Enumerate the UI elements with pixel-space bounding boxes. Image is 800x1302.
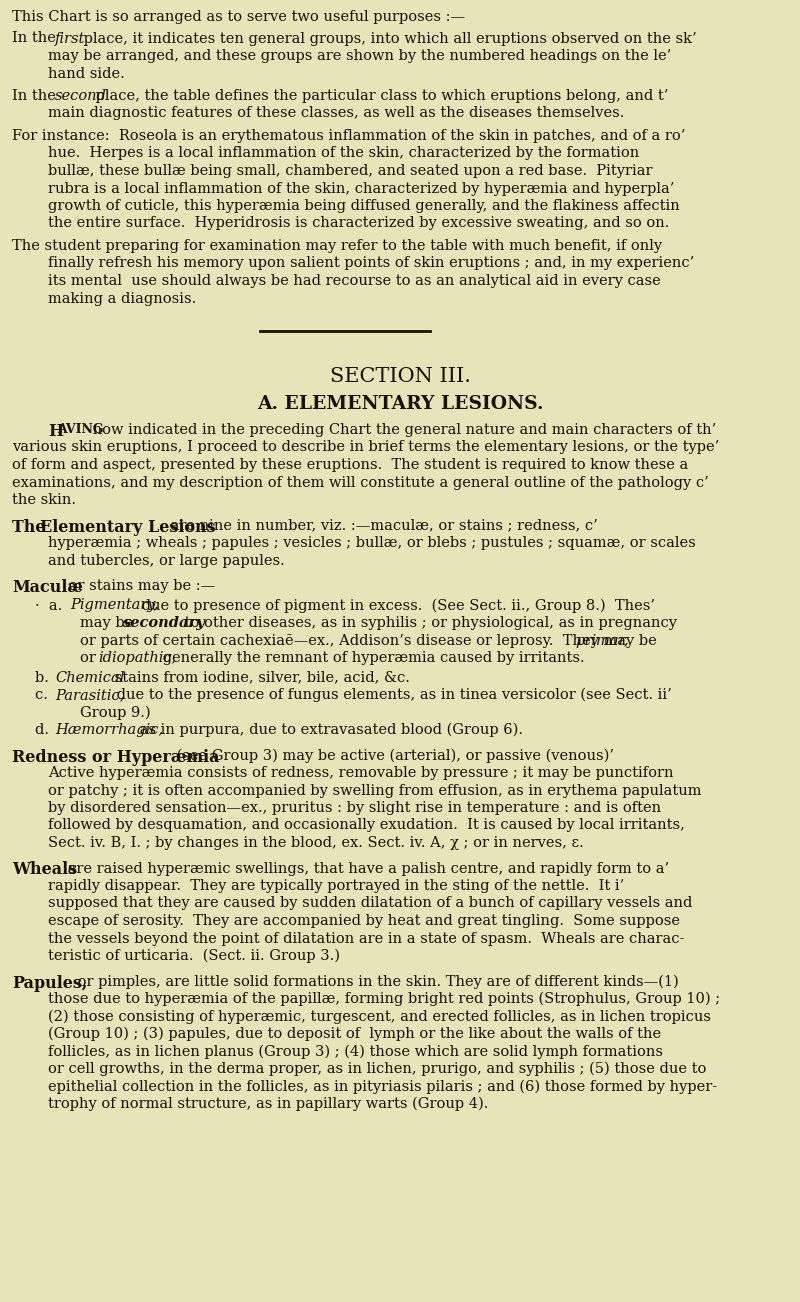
Text: escape of serosity.  They are accompanied by heat and great tingling.  Some supp: escape of serosity. They are accompanied… — [48, 914, 683, 928]
Text: The: The — [12, 518, 51, 535]
Text: followed by desquamation, and occasionally exudation.  It is caused by local irr: followed by desquamation, and occasional… — [48, 819, 685, 832]
Text: (see Group 3) may be active (arterial), or passive (venous)’: (see Group 3) may be active (arterial), … — [172, 749, 614, 763]
Text: are raised hyperæmic swellings, that have a palish centre, and rapidly form to a: are raised hyperæmic swellings, that hav… — [63, 862, 669, 875]
Text: first: first — [55, 31, 86, 46]
Text: the vessels beyond the point of dilatation are in a state of spasm.  Wheals are : the vessels beyond the point of dilatati… — [48, 931, 684, 945]
Text: Active hyperæmia consists of redness, removable by pressure ; it may be punctifo: Active hyperæmia consists of redness, re… — [48, 766, 674, 780]
Text: (2) those consisting of hyperæmic, turgescent, and erected follicles, as in lich: (2) those consisting of hyperæmic, turge… — [48, 1009, 711, 1023]
Text: idiopathic,: idiopathic, — [98, 651, 176, 665]
Text: stains from iodine, silver, bile, acid, &c.: stains from iodine, silver, bile, acid, … — [110, 671, 410, 685]
Text: due to the presence of fungus elements, as in tinea versicolor (see Sect. ii’: due to the presence of fungus elements, … — [112, 687, 672, 702]
Text: the skin.: the skin. — [12, 493, 76, 506]
Text: Maculæ: Maculæ — [12, 579, 83, 596]
Text: or cell growths, in the derma proper, as in lichen, prurigo, and syphilis ; (5) : or cell growths, in the derma proper, as… — [48, 1062, 706, 1077]
Text: examinations, and my description of them will constitute a general outline of th: examinations, and my description of them… — [12, 475, 709, 490]
Text: The student preparing for examination may refer to the table with much benefit, : The student preparing for examination ma… — [12, 240, 665, 253]
Text: finally refresh his memory upon salient points of skin eruptions ; and, in my ex: finally refresh his memory upon salient … — [48, 256, 694, 271]
Text: as in purpura, due to extravasated blood (Group 6).: as in purpura, due to extravasated blood… — [135, 723, 523, 737]
Text: hyperæmia ; wheals ; papules ; vesicles ; bullæ, or blebs ; pustules ; squamæ, o: hyperæmia ; wheals ; papules ; vesicles … — [48, 536, 698, 549]
Text: second: second — [55, 89, 107, 103]
Text: AVING: AVING — [57, 423, 103, 436]
Text: b.: b. — [35, 671, 54, 685]
Text: Elementary Lesions: Elementary Lesions — [40, 518, 216, 535]
Text: generally the remnant of hyperæmia caused by irritants.: generally the remnant of hyperæmia cause… — [158, 651, 585, 665]
Text: of form and aspect, presented by these eruptions.  The student is required to kn: of form and aspect, presented by these e… — [12, 458, 691, 473]
Text: main diagnostic features of these classes, as well as the diseases themselves.: main diagnostic features of these classe… — [48, 107, 624, 121]
Text: may be: may be — [80, 616, 138, 630]
Text: trophy of normal structure, as in papillary warts (Group 4).: trophy of normal structure, as in papill… — [48, 1098, 488, 1112]
Text: primar,: primar, — [575, 634, 629, 647]
Text: In the: In the — [12, 31, 61, 46]
Text: or pimples, are little solid formations in the skin. They are of different kinds: or pimples, are little solid formations … — [73, 974, 678, 990]
Text: (Group 10) ; (3) papules, due to deposit of  lymph or the like about the walls o: (Group 10) ; (3) papules, due to deposit… — [48, 1027, 661, 1042]
Text: This Chart is so arranged as to serve two useful purposes :—: This Chart is so arranged as to serve tw… — [12, 10, 465, 23]
Text: those due to hyperæmia of the papillæ, forming bright red points (Strophulus, Gr: those due to hyperæmia of the papillæ, f… — [48, 992, 720, 1006]
Text: Redness or Hyperæmia: Redness or Hyperæmia — [12, 749, 219, 766]
Text: A. ELEMENTARY LESIONS.: A. ELEMENTARY LESIONS. — [257, 395, 543, 413]
Text: teristic of urticaria.  (Sect. ii. Group 3.): teristic of urticaria. (Sect. ii. Group … — [48, 949, 340, 963]
Text: are nine in number, viz. :—maculæ, or stains ; redness, c’: are nine in number, viz. :—maculæ, or st… — [166, 518, 598, 533]
Text: rubra is a local inflammation of the skin, characterized by hyperæmia and hyperp: rubra is a local inflammation of the ski… — [48, 181, 674, 195]
Text: place, the table defines the particular class to which eruptions belong, and t’: place, the table defines the particular … — [91, 89, 668, 103]
Text: to other diseases, as in syphilis ; or physiological, as in pregnancy: to other diseases, as in syphilis ; or p… — [180, 616, 680, 630]
Text: place, it indicates ten general groups, into which all eruptions observed on the: place, it indicates ten general groups, … — [79, 31, 697, 46]
Text: Pigmentary,: Pigmentary, — [70, 599, 158, 612]
Text: or: or — [80, 651, 101, 665]
Text: making a diagnosis.: making a diagnosis. — [48, 292, 196, 306]
Text: In the: In the — [12, 89, 61, 103]
Text: hand side.: hand side. — [48, 66, 125, 81]
Text: Papules,: Papules, — [12, 974, 87, 992]
Text: and tubercles, or large papules.: and tubercles, or large papules. — [48, 553, 285, 568]
Text: d.: d. — [35, 723, 54, 737]
Text: its mental  use should always be had recourse to as an analytical aid in every c: its mental use should always be had reco… — [48, 273, 664, 288]
Text: For instance:  Roseola is an erythematous inflammation of the skin in patches, a: For instance: Roseola is an erythematous… — [12, 129, 686, 143]
Text: Chemical: Chemical — [55, 671, 124, 685]
Text: or patchy ; it is often accompanied by swelling from effusion, as in erythema pa: or patchy ; it is often accompanied by s… — [48, 784, 704, 798]
Text: by disordered sensation—ex., pruritus : by slight rise in temperature : and is o: by disordered sensation—ex., pruritus : … — [48, 801, 661, 815]
Text: secondary: secondary — [122, 616, 205, 630]
Text: Wheals: Wheals — [12, 862, 77, 879]
Text: supposed that they are caused by sudden dilatation of a bunch of capillary vesse: supposed that they are caused by sudden … — [48, 897, 692, 910]
Text: hue.  Herpes is a local inflammation of the skin, characterized by the formation: hue. Herpes is a local inflammation of t… — [48, 147, 642, 160]
Text: now indicated in the preceding Chart the general nature and main characters of t: now indicated in the preceding Chart the… — [88, 423, 716, 437]
Text: Sect. iv. B, I. ; by changes in the blood, ex. Sect. iv. A, χ ; or in nerves, ε.: Sect. iv. B, I. ; by changes in the bloo… — [48, 836, 584, 850]
Text: the entire surface.  Hyperidrosis is characterized by excessive sweating, and so: the entire surface. Hyperidrosis is char… — [48, 216, 670, 230]
Text: Parasitic,: Parasitic, — [55, 687, 124, 702]
Text: due to presence of pigment in excess.  (See Sect. ii., Group 8.)  Thes’: due to presence of pigment in excess. (S… — [137, 599, 655, 613]
Text: epithelial collection in the follicles, as in pityriasis pilaris ; and (6) those: epithelial collection in the follicles, … — [48, 1079, 717, 1094]
Text: c.: c. — [35, 687, 53, 702]
Text: H: H — [48, 423, 63, 440]
Text: SECTION III.: SECTION III. — [330, 367, 470, 385]
Text: Hæmorrhagic,: Hæmorrhagic, — [55, 723, 163, 737]
Text: or stains may be :—: or stains may be :— — [64, 579, 215, 592]
Text: Group 9.): Group 9.) — [80, 706, 150, 720]
Text: or parts of certain cachexiaē—ex., Addison’s disease or leprosy.  They may be: or parts of certain cachexiaē—ex., Addis… — [80, 634, 660, 647]
Text: may be arranged, and these groups are shown by the numbered headings on the le’: may be arranged, and these groups are sh… — [48, 49, 671, 62]
Text: rapidly disappear.  They are typically portrayed in the sting of the nettle.  It: rapidly disappear. They are typically po… — [48, 879, 624, 893]
Text: follicles, as in lichen planus (Group 3) ; (4) those which are solid lymph forma: follicles, as in lichen planus (Group 3)… — [48, 1044, 663, 1059]
Text: ·  a.: · a. — [35, 599, 67, 612]
Text: various skin eruptions, I proceed to describe in brief terms the elementary lesi: various skin eruptions, I proceed to des… — [12, 440, 719, 454]
Text: bullæ, these bullæ being small, chambered, and seated upon a red base.  Pityriar: bullæ, these bullæ being small, chambere… — [48, 164, 653, 178]
Text: growth of cuticle, this hyperæmia being diffused generally, and the flakiness af: growth of cuticle, this hyperæmia being … — [48, 199, 680, 214]
